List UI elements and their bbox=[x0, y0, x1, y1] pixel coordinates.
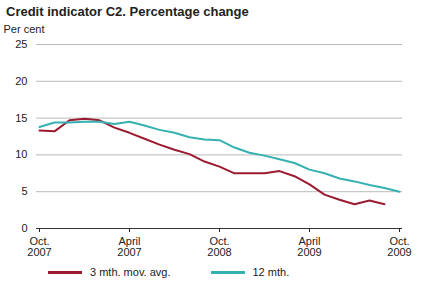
html-text:12 mth.: 12 mth. bbox=[252, 266, 290, 278]
svg-text:5: 5 bbox=[21, 185, 27, 197]
svg-text:April2009: April2009 bbox=[297, 235, 321, 258]
svg-text:Oct.2009: Oct.2009 bbox=[387, 235, 411, 258]
svg-text:April2007: April2007 bbox=[117, 235, 141, 258]
svg-text:Oct.2008: Oct.2008 bbox=[207, 235, 231, 258]
svg-text:20: 20 bbox=[15, 75, 27, 87]
svg-text:15: 15 bbox=[15, 112, 27, 124]
svg-text:25: 25 bbox=[15, 38, 27, 50]
svg-text:Oct.2007: Oct.2007 bbox=[27, 235, 51, 258]
svg-text:10: 10 bbox=[15, 148, 27, 160]
html-text:Credit indicator C2. Percentag: Credit indicator C2. Percentage change bbox=[6, 4, 249, 19]
svg-text:Per cent: Per cent bbox=[4, 23, 45, 35]
html-text:3 mth. mov. avg.: 3 mth. mov. avg. bbox=[90, 266, 171, 278]
svg-text:0: 0 bbox=[21, 222, 27, 234]
